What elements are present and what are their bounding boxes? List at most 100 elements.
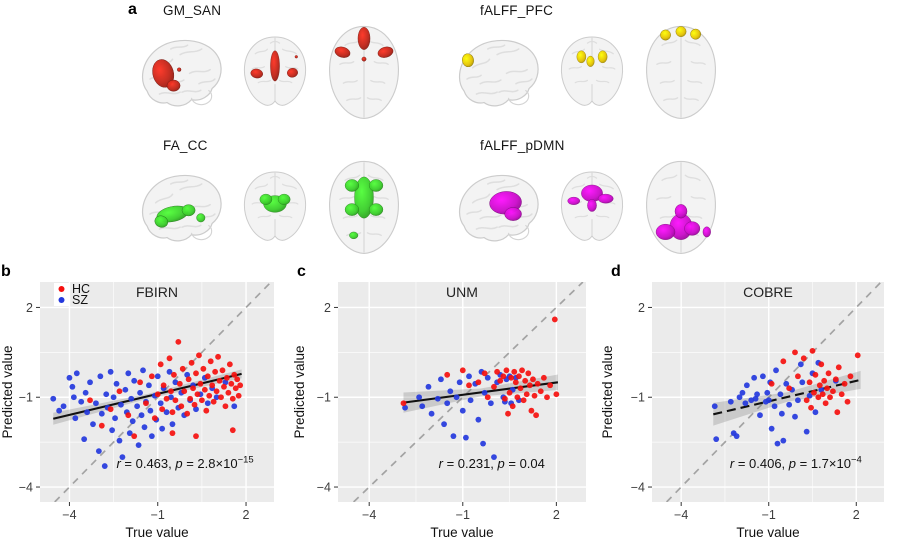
regression-line [713,378,861,416]
scatter-point [540,374,547,381]
scatter-point [184,371,191,378]
scatter-point [434,395,441,402]
activation-blob [177,67,182,72]
scatter-point [226,361,233,368]
scatter-point [444,371,451,378]
scatter-point [163,409,170,416]
scatter-point [90,421,96,428]
scatter-point [218,394,224,401]
scatter-point [506,389,513,396]
scatter-point [157,400,164,407]
x-tick-label: −4 [62,508,76,522]
scatter-point [428,410,435,417]
x-tick-label: 2 [553,508,560,522]
scatter-point [172,379,179,386]
scatter-point [237,382,244,389]
scatter-point [530,376,536,383]
scatter-point [175,338,182,345]
scatter-point [500,373,507,380]
brain-render-coronal [243,171,307,241]
scatter-point [456,379,463,386]
legend-swatch-hc [58,286,65,292]
scatter-point [487,400,494,407]
y-tick-label: −4 [631,481,645,495]
scatter-point [821,377,828,384]
scatter-point [475,379,482,386]
scatter-point [475,416,482,423]
y-tick-label: −1 [631,391,645,405]
scatter-point [533,412,539,419]
scatter-point [505,410,511,417]
brain-render-sagittal [458,39,539,107]
scatter-point [213,394,220,401]
activation-blob [181,204,196,217]
activation-blob [344,179,360,192]
scatter-point [219,367,226,374]
scatter-point [466,373,472,380]
brain-views [135,19,427,130]
scatter-point [81,436,88,443]
activation-blob [587,199,597,212]
scatter-point [806,392,813,399]
scatter-point [228,380,235,387]
scatter-point [447,388,454,395]
scatter-point [169,409,176,416]
scatter-point [181,388,188,395]
brain-row-falff-pfc: fALFF_PFC [452,3,792,130]
chart-host: −4 −1 2 −4 −1 2 True value Predicted value FBIRN… [0,262,292,543]
scatter-point [809,347,816,354]
scatter-point [494,368,500,375]
scatter-point [137,379,143,386]
gridlines [652,282,884,502]
scatter-point [511,368,518,375]
scatter-point [773,367,779,374]
scatter-point [419,403,426,410]
scatter-point [751,374,758,381]
scatter-point [748,397,755,404]
activation-blob [368,203,384,216]
scatter-point [200,365,207,372]
brain-views [135,154,427,265]
scatter-point [520,397,527,404]
brain-axial-view [321,19,407,130]
brain-axial-view [638,19,724,130]
scatter-point [231,403,238,410]
x-axis-title: True value [125,525,188,540]
activation-blob [655,223,676,240]
scatter-point [525,370,532,377]
scatter-point [50,395,57,402]
scatter-panel-unm: c −4 −1 2 −4 −1 2 True value Predicted value UNM… [292,260,600,543]
y-tick-label: −4 [19,481,33,495]
scatter-point [752,395,759,402]
scatter-point [56,407,63,414]
scatter-point [459,367,466,374]
x-tick-label: −1 [456,508,470,522]
scatter-point [129,418,136,425]
scatter-point [491,383,497,390]
scatter-point [193,433,199,440]
activation-blob [357,27,371,50]
scatter-point [73,370,80,377]
activation-blob [586,55,595,67]
scatter-point [514,394,521,401]
brain-sagittal-view [135,32,229,117]
brain-axial-view [638,154,724,265]
x-tick-label: −4 [362,508,376,522]
activation-blob [576,50,587,64]
activation-blob [349,231,359,240]
axis-ticks: −4 −1 2 −4 −1 2 [317,301,560,522]
scatter-point [179,365,186,372]
scatter-point [792,349,798,356]
scatter-point [196,352,202,359]
scatter-point [70,394,77,401]
activation-blob [277,193,291,205]
scatter-point [229,427,236,434]
scatter-point [187,395,194,402]
brain-render-sagittal [141,174,222,242]
brain-render-coronal [560,171,624,241]
scatter-point [480,440,486,447]
scatter-point [143,400,149,407]
scatter-point [141,424,148,431]
scatter-point [209,382,216,389]
scatter-point [93,400,99,407]
